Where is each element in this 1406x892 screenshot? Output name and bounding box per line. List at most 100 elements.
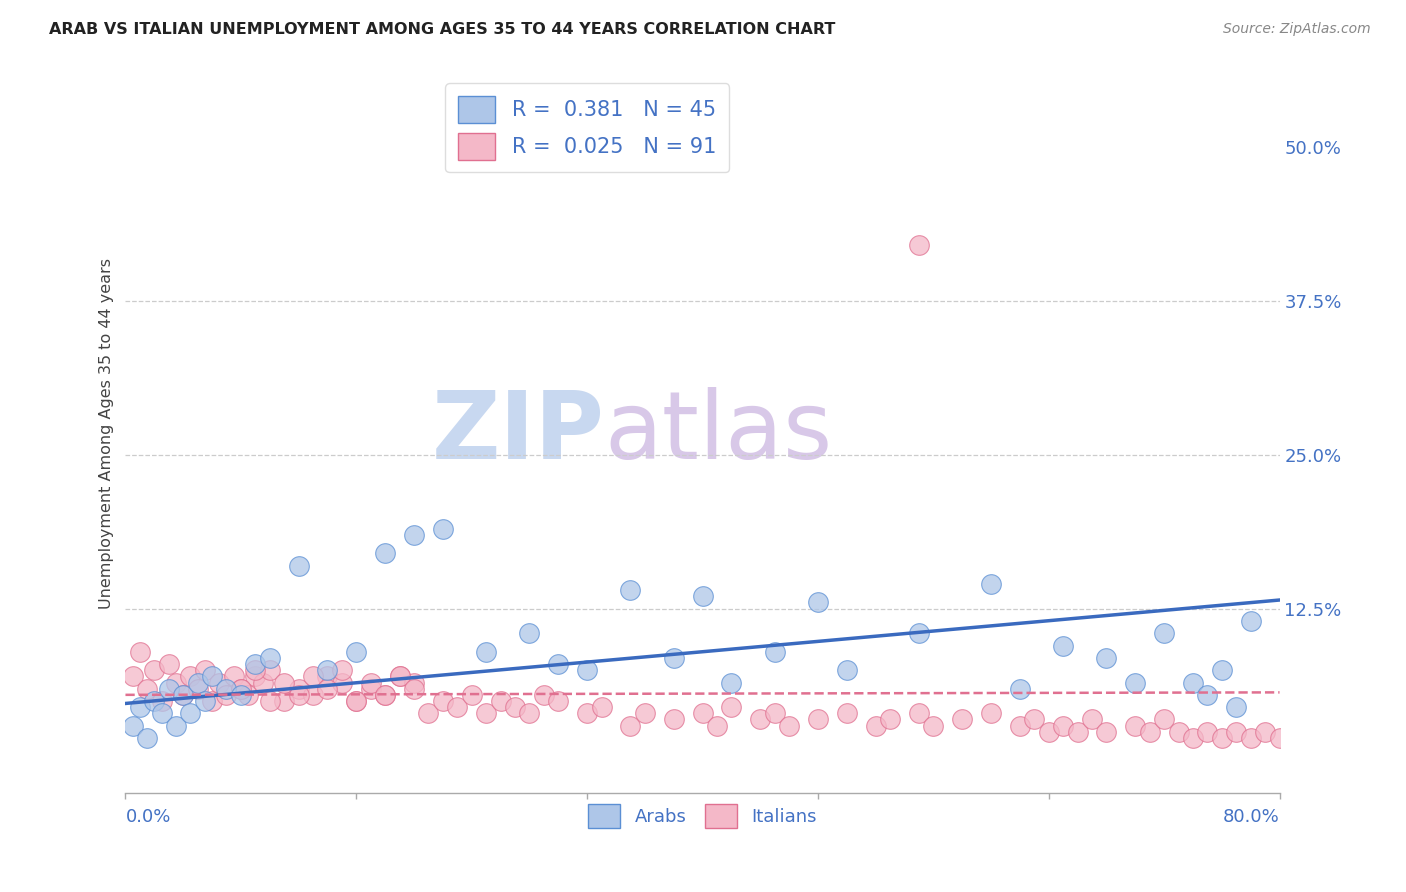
Point — [136, 731, 159, 745]
Point — [706, 718, 728, 732]
Point — [807, 595, 830, 609]
Point — [215, 681, 238, 696]
Point — [273, 675, 295, 690]
Point — [835, 706, 858, 721]
Point — [1197, 724, 1219, 739]
Point — [1066, 724, 1088, 739]
Point — [201, 669, 224, 683]
Point — [1153, 626, 1175, 640]
Point — [778, 718, 800, 732]
Point — [374, 688, 396, 702]
Point — [287, 558, 309, 573]
Point — [187, 675, 209, 690]
Point — [503, 700, 526, 714]
Point — [252, 675, 274, 690]
Point — [519, 706, 541, 721]
Point — [229, 688, 252, 702]
Point — [634, 706, 657, 721]
Point — [1182, 675, 1205, 690]
Point — [330, 663, 353, 677]
Point — [201, 694, 224, 708]
Point — [1052, 639, 1074, 653]
Point — [388, 669, 411, 683]
Point — [1254, 724, 1277, 739]
Text: Source: ZipAtlas.com: Source: ZipAtlas.com — [1223, 22, 1371, 37]
Point — [460, 688, 482, 702]
Point — [1182, 731, 1205, 745]
Point — [835, 663, 858, 677]
Point — [287, 688, 309, 702]
Point — [1139, 724, 1161, 739]
Point — [316, 663, 339, 677]
Point — [302, 688, 325, 702]
Point — [179, 669, 201, 683]
Point — [129, 645, 152, 659]
Point — [165, 718, 187, 732]
Point — [980, 706, 1002, 721]
Point — [157, 657, 180, 671]
Point — [519, 626, 541, 640]
Text: ZIP: ZIP — [432, 387, 605, 479]
Point — [908, 626, 931, 640]
Point — [807, 713, 830, 727]
Point — [215, 688, 238, 702]
Point — [1008, 681, 1031, 696]
Point — [259, 651, 281, 665]
Point — [172, 688, 194, 702]
Point — [619, 583, 641, 598]
Point — [922, 718, 945, 732]
Point — [302, 669, 325, 683]
Point — [692, 706, 714, 721]
Point — [150, 694, 173, 708]
Point — [143, 694, 166, 708]
Point — [591, 700, 613, 714]
Point — [344, 694, 367, 708]
Point — [245, 669, 267, 683]
Point — [1123, 718, 1146, 732]
Point — [222, 669, 245, 683]
Point — [245, 657, 267, 671]
Point — [980, 577, 1002, 591]
Point — [576, 706, 599, 721]
Point — [432, 694, 454, 708]
Point — [273, 694, 295, 708]
Point — [316, 681, 339, 696]
Point — [1240, 731, 1263, 745]
Point — [1095, 724, 1118, 739]
Point — [692, 590, 714, 604]
Point — [1225, 724, 1247, 739]
Point — [1095, 651, 1118, 665]
Text: 0.0%: 0.0% — [125, 808, 172, 826]
Point — [432, 522, 454, 536]
Point — [245, 663, 267, 677]
Point — [1153, 713, 1175, 727]
Point — [172, 688, 194, 702]
Point — [259, 663, 281, 677]
Point — [360, 675, 382, 690]
Point — [576, 663, 599, 677]
Point — [662, 651, 685, 665]
Text: ARAB VS ITALIAN UNEMPLOYMENT AMONG AGES 35 TO 44 YEARS CORRELATION CHART: ARAB VS ITALIAN UNEMPLOYMENT AMONG AGES … — [49, 22, 835, 37]
Point — [259, 694, 281, 708]
Point — [1197, 688, 1219, 702]
Point — [1211, 731, 1233, 745]
Point — [330, 675, 353, 690]
Point — [287, 681, 309, 696]
Point — [950, 713, 973, 727]
Point — [1081, 713, 1104, 727]
Point — [547, 694, 569, 708]
Point — [1008, 718, 1031, 732]
Point — [720, 675, 742, 690]
Point — [619, 718, 641, 732]
Point — [533, 688, 555, 702]
Point — [475, 645, 498, 659]
Point — [402, 681, 425, 696]
Point — [1225, 700, 1247, 714]
Text: 80.0%: 80.0% — [1223, 808, 1279, 826]
Point — [344, 694, 367, 708]
Legend: Arabs, Italians: Arabs, Italians — [581, 797, 824, 835]
Point — [475, 706, 498, 721]
Point — [749, 713, 772, 727]
Point — [402, 528, 425, 542]
Point — [879, 713, 901, 727]
